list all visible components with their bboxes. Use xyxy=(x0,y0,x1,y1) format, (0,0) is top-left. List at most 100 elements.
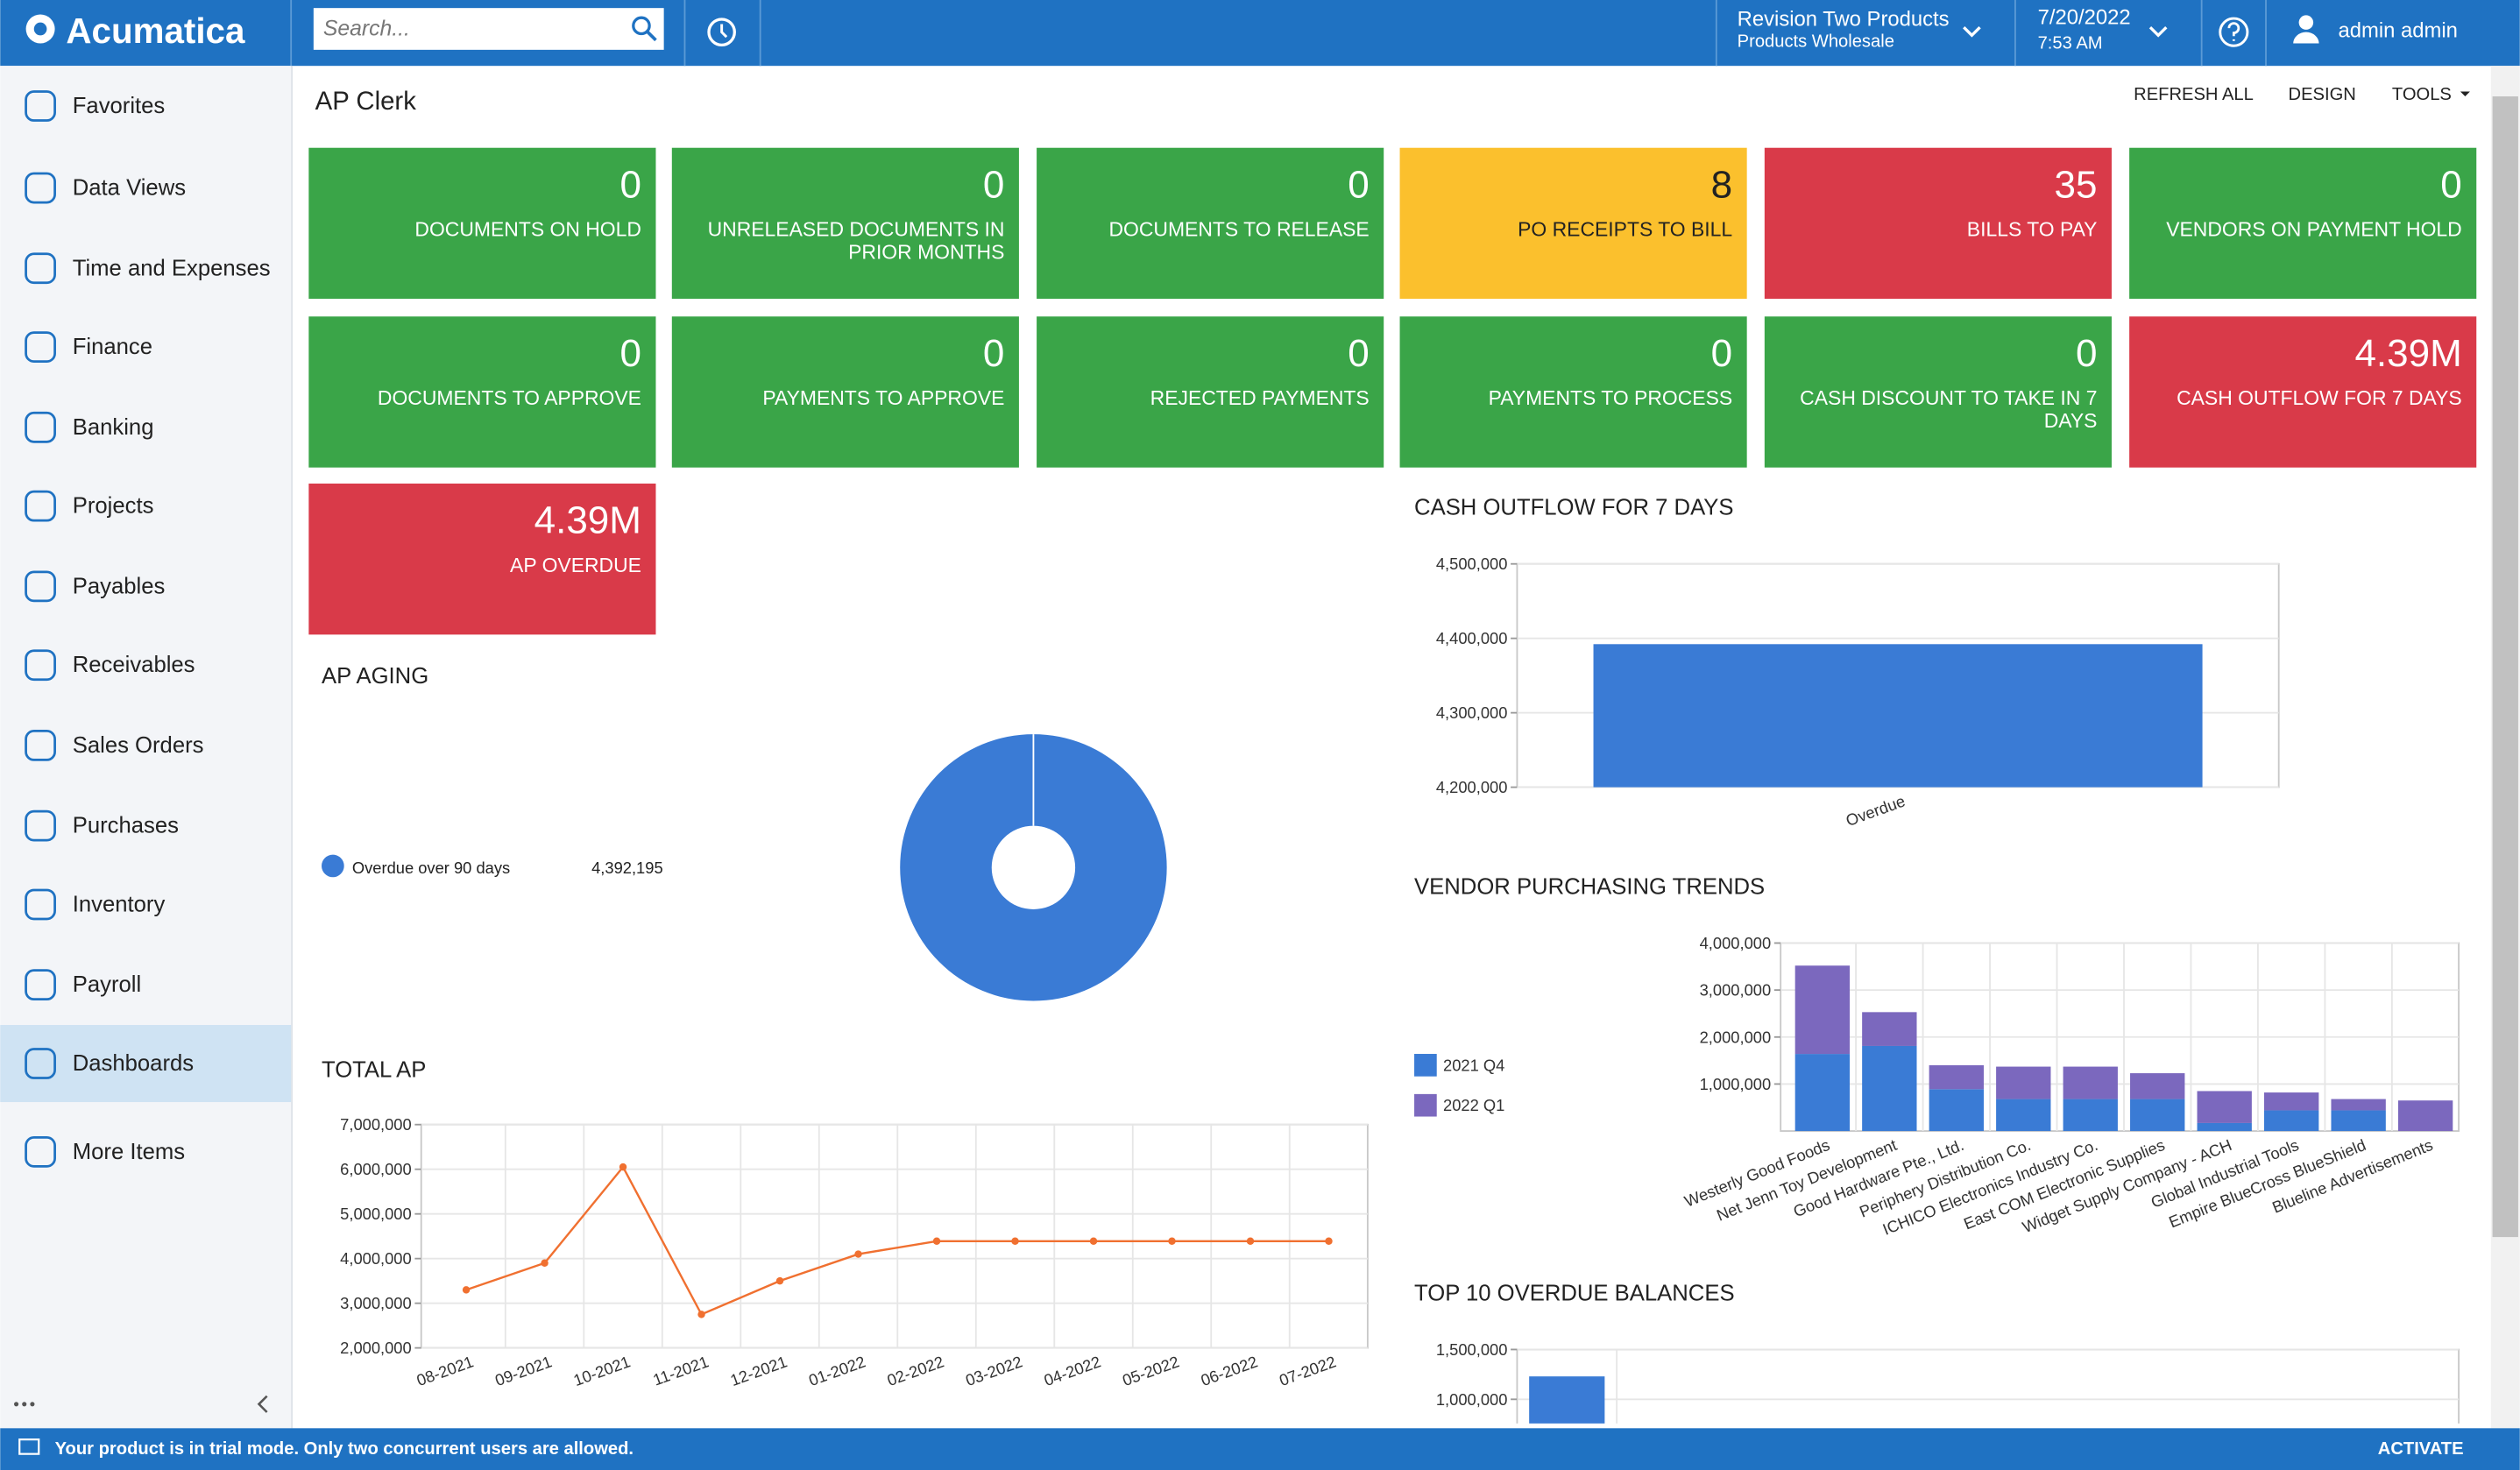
kpi-tile[interactable] xyxy=(2129,316,2477,468)
kpi-label: VENDORS ON PAYMENT HOLD xyxy=(2166,218,2462,242)
company-chevron[interactable] xyxy=(1963,26,1981,38)
kpi-label: CASH DISCOUNT TO TAKE IN 7 DAYS xyxy=(1800,386,2098,433)
y-tick-label: 7,000,000 xyxy=(340,1115,412,1134)
kpi-value: 0 xyxy=(983,163,1004,206)
chart-title: TOP 10 OVERDUE BALANCES xyxy=(1414,1281,1735,1305)
history-icon[interactable] xyxy=(707,18,736,46)
kpi-label-box: DOCUMENTS ON HOLD xyxy=(414,218,641,242)
sidebar-item[interactable]: Projects xyxy=(73,494,154,519)
sidebar-item-selected xyxy=(0,1025,292,1103)
point xyxy=(1089,1237,1098,1245)
bar-segment xyxy=(1862,1012,1917,1046)
kpi-tile[interactable] xyxy=(1399,316,1747,468)
sidebar-icon xyxy=(25,252,56,285)
y-tick-label: 1,500,000 xyxy=(1436,1340,1508,1359)
legend-label: 2022 Q1 xyxy=(1443,1096,1504,1114)
kpi-label: BILLS TO PAY xyxy=(1966,218,2098,242)
point xyxy=(1246,1237,1255,1245)
sidebar-item[interactable]: Finance xyxy=(73,335,152,359)
sidebar-item[interactable]: Inventory xyxy=(73,892,166,916)
chart: 1,000,000 1,500,000 xyxy=(1436,1340,2460,1424)
kpi-tile[interactable] xyxy=(308,147,656,300)
y-tick-label: 6,000,000 xyxy=(340,1160,412,1178)
sidebar-more-dot xyxy=(30,1402,35,1407)
kpi-value: 8 xyxy=(1711,163,1732,206)
sidebar-item[interactable]: Receivables xyxy=(73,653,195,677)
kpi-tile[interactable] xyxy=(308,483,656,635)
search-box[interactable] xyxy=(313,8,664,50)
kpi-label: PO RECEIPTS TO BILL xyxy=(1518,218,1733,242)
line xyxy=(465,1165,1329,1316)
kpi-tile[interactable] xyxy=(308,316,656,468)
kpi-value: 0 xyxy=(619,163,641,206)
activate-button[interactable]: ACTIVATE xyxy=(2378,1439,2464,1459)
kpi-tile[interactable] xyxy=(1037,147,1384,300)
plot-area xyxy=(1516,1348,2460,1424)
point xyxy=(1325,1237,1333,1245)
bar-segment xyxy=(2397,1100,2453,1132)
sidebar-item[interactable]: Time and Expenses xyxy=(73,256,271,280)
logo[interactable]: Acumatica xyxy=(66,11,245,51)
business-date[interactable]: 7/20/2022 xyxy=(2038,6,2131,30)
bar-segment xyxy=(2331,1099,2386,1111)
kpi-label-box: PAYMENTS TO PROCESS xyxy=(1489,387,1733,410)
kpi-label: AP OVERDUE xyxy=(510,554,641,577)
kpi-label-box: BILLS TO PAY xyxy=(1966,218,2098,242)
toolbar-button[interactable]: DESIGN xyxy=(2289,85,2356,104)
y-tick-label: 4,400,000 xyxy=(1436,629,1508,647)
sidebar-item[interactable]: More Items xyxy=(73,1140,185,1164)
kpi-tile[interactable] xyxy=(671,147,1019,300)
sidebar-item[interactable]: Data Views xyxy=(73,176,186,201)
sidebar-icon xyxy=(25,172,56,204)
sidebar-item[interactable]: Purchases xyxy=(73,814,179,838)
y-tick-label: 4,000,000 xyxy=(340,1249,412,1268)
sidebar-icon xyxy=(25,90,56,122)
date-chevron[interactable] xyxy=(2148,26,2168,38)
sidebar-item[interactable]: Favorites xyxy=(73,94,166,118)
toolbar-button[interactable]: REFRESH ALL xyxy=(2134,85,2254,104)
sidebar-item[interactable]: Dashboards xyxy=(73,1051,194,1076)
scrollbar-thumb[interactable] xyxy=(2492,96,2518,1238)
company-name[interactable]: Revision Two Products xyxy=(1738,8,1950,32)
kpi-value: 0 xyxy=(1348,332,1369,375)
bar-segment xyxy=(2263,1110,2319,1132)
y-tick-label: 4,500,000 xyxy=(1436,555,1508,573)
toolbar-button[interactable]: TOOLS xyxy=(2392,85,2452,104)
kpi-label: CASH OUTFLOW FOR 7 DAYS xyxy=(2177,386,2462,410)
sidebar-item[interactable]: Sales Orders xyxy=(73,733,204,758)
kpi-value: 0 xyxy=(2440,163,2461,206)
kpi-tile[interactable] xyxy=(1764,316,2112,468)
kpi-tile[interactable] xyxy=(1399,147,1747,300)
sidebar-item[interactable]: Banking xyxy=(73,415,154,440)
search-icon[interactable] xyxy=(632,16,651,36)
kpi-label: DOCUMENTS ON HOLD xyxy=(414,218,641,242)
kpi-tile[interactable] xyxy=(1037,316,1384,468)
sidebar-more-dot xyxy=(22,1402,27,1407)
kpi-value: 0 xyxy=(983,332,1004,375)
sidebar-more-dot[interactable] xyxy=(14,1402,19,1407)
kpi-tile[interactable] xyxy=(671,316,1019,468)
sidebar-item[interactable]: Payables xyxy=(73,574,166,598)
y-tick-label: 1,000,000 xyxy=(1436,1390,1508,1409)
help-icon[interactable] xyxy=(2219,17,2249,47)
chart: Overdue over 90 days 4,392,195 xyxy=(322,734,1167,1001)
kpi-tile[interactable] xyxy=(1764,147,2112,300)
sidebar-item[interactable]: Payroll xyxy=(73,972,141,997)
bar-segment xyxy=(1862,1045,1917,1132)
sidebar-icon xyxy=(25,1136,56,1168)
bar xyxy=(1529,1376,1605,1424)
branch-name[interactable]: Products Wholesale xyxy=(1738,32,1894,52)
bar-segment xyxy=(2063,1066,2118,1099)
legend-swatch xyxy=(1414,1093,1437,1117)
bar-segment xyxy=(1794,965,1851,1055)
collapse-sidebar[interactable] xyxy=(257,1395,268,1413)
user-icon-head[interactable] xyxy=(2298,15,2314,30)
pie-slice xyxy=(900,734,1167,1001)
legend-value: 4,392,195 xyxy=(591,859,663,877)
kpi-value: 0 xyxy=(1711,332,1732,375)
kpi-tile[interactable] xyxy=(2129,147,2477,300)
y-tick-label: 3,000,000 xyxy=(1700,981,1772,1000)
legend-label: Overdue over 90 days xyxy=(352,859,510,877)
bar-segment xyxy=(2130,1099,2185,1132)
user-name[interactable]: admin admin xyxy=(2339,18,2458,42)
